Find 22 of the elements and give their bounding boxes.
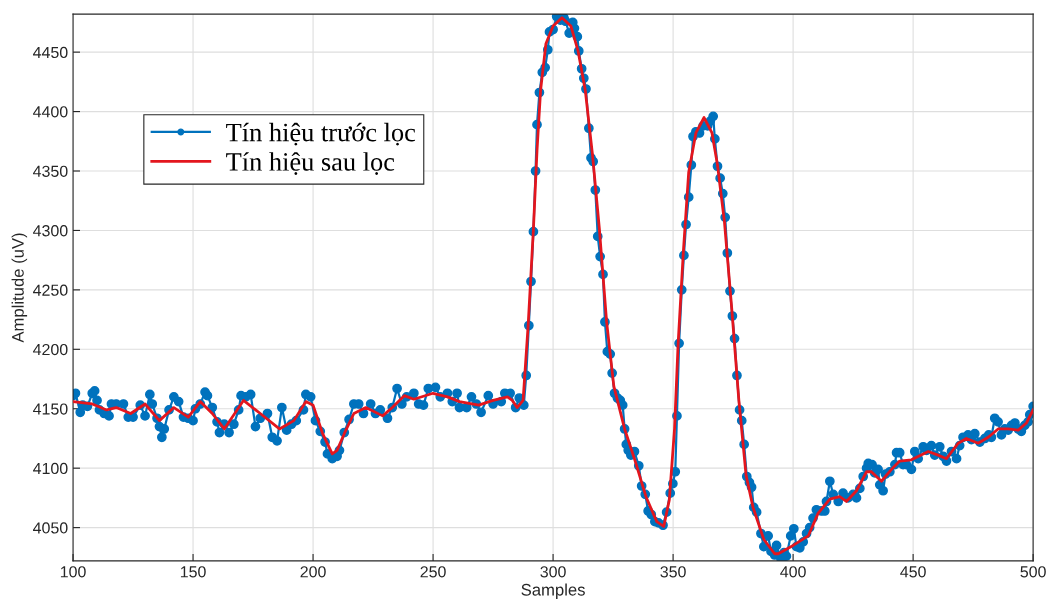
x-axis-title: Samples: [521, 583, 585, 599]
y-tick-label: 4400: [33, 106, 68, 118]
x-tick-label: 450: [900, 566, 926, 578]
x-tick-label: 200: [300, 566, 326, 578]
y-tick-label: 4150: [33, 403, 68, 415]
y-tick-label: 4100: [33, 462, 68, 475]
y-tick-label: 4300: [33, 225, 68, 237]
y-tick-label: 4050: [33, 522, 68, 534]
legend-label: Tín hiệu trước lọc: [226, 122, 416, 146]
y-tick-label: 4350: [33, 165, 68, 177]
y-tick-label: 4200: [33, 343, 68, 356]
y-tick-label: 4450: [33, 46, 68, 59]
x-tick-label: 100: [60, 566, 86, 578]
legend-label: Tín hiệu sau lọc: [226, 152, 395, 175]
y-axis-title: Amplitude (uV): [11, 233, 28, 343]
x-tick-label: 150: [180, 566, 206, 578]
x-tick-label: 400: [780, 566, 806, 578]
x-tick-label: 300: [540, 566, 566, 578]
x-tick-label: 250: [420, 566, 446, 578]
x-tick-label: 500: [1020, 566, 1046, 578]
y-tick-label: 4250: [33, 284, 68, 296]
x-tick-label: 350: [660, 566, 686, 578]
